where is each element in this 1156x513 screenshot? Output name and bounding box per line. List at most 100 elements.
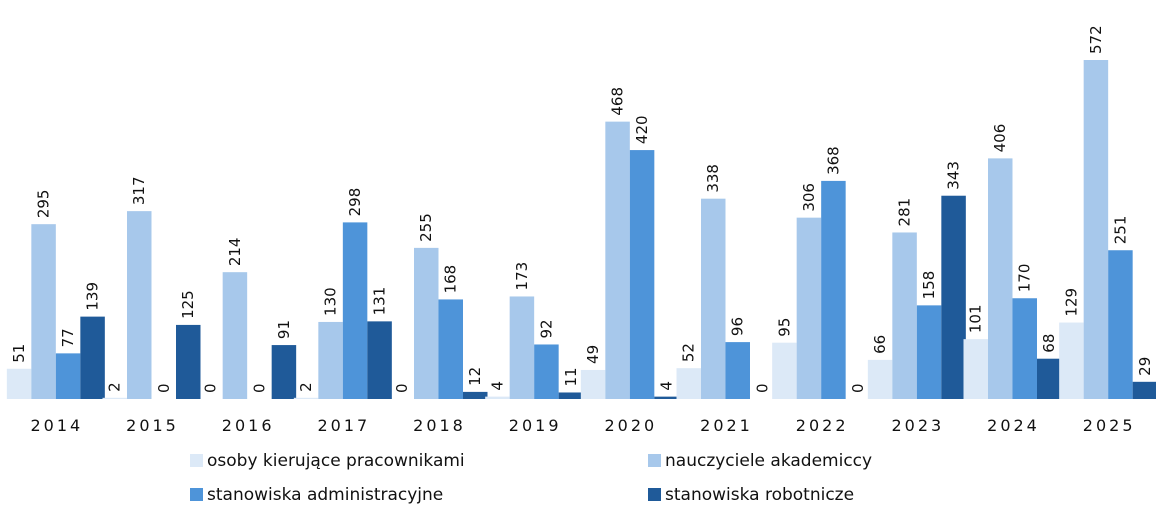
bar	[772, 342, 797, 399]
data-label: 101	[967, 305, 985, 334]
bar	[654, 396, 679, 399]
data-label: 468	[609, 87, 627, 116]
data-label: 158	[920, 271, 938, 300]
data-label: 11	[562, 367, 580, 386]
data-label: 368	[824, 146, 842, 175]
bar	[629, 150, 655, 399]
bar	[31, 224, 56, 399]
bar	[988, 158, 1013, 399]
bar	[463, 391, 488, 399]
bar	[176, 324, 201, 399]
bar	[318, 321, 343, 399]
x-tick-label: 2014	[30, 416, 83, 435]
bar	[963, 339, 988, 399]
data-label: 4	[658, 381, 676, 391]
bar	[1012, 298, 1037, 399]
data-label: 68	[1040, 334, 1058, 353]
data-label: 2	[106, 382, 124, 392]
data-label: 91	[275, 320, 293, 339]
data-label: 0	[753, 383, 771, 393]
data-label: 343	[945, 161, 963, 190]
legend-label: stanowiska administracyjne	[207, 485, 443, 505]
bar	[867, 359, 893, 399]
x-tick-label: 2021	[700, 416, 753, 435]
data-label: 173	[513, 262, 531, 291]
data-label: 317	[130, 176, 148, 205]
bar	[102, 397, 127, 399]
data-label: 52	[680, 343, 698, 362]
data-label: 306	[800, 183, 818, 212]
data-label: 129	[1062, 288, 1080, 317]
bar	[676, 368, 701, 399]
x-tick-label: 2018	[413, 416, 466, 435]
bar	[485, 396, 510, 399]
data-label: 125	[179, 290, 197, 319]
bar	[701, 198, 726, 399]
bar	[6, 368, 32, 399]
x-tick-label: 2017	[317, 416, 370, 435]
data-label: 131	[371, 287, 389, 316]
legend-swatch	[190, 454, 203, 467]
bar	[414, 247, 439, 399]
bar	[941, 195, 966, 399]
bar	[509, 296, 535, 399]
bar	[438, 299, 463, 399]
bar	[605, 121, 630, 400]
bar	[580, 369, 606, 399]
legend-swatch	[648, 488, 661, 501]
data-label: 251	[1111, 216, 1129, 245]
x-tick-label: 2020	[604, 416, 657, 435]
data-label: 0	[393, 383, 411, 393]
x-tick-label: 2022	[796, 416, 849, 435]
bar	[55, 353, 81, 399]
data-label: 281	[896, 198, 914, 227]
data-label: 4	[488, 381, 506, 391]
data-label: 29	[1136, 357, 1154, 376]
bar	[892, 232, 917, 399]
bar	[80, 316, 105, 399]
data-label: 572	[1087, 25, 1105, 54]
data-label: 139	[84, 282, 102, 311]
data-label: 0	[849, 383, 867, 393]
data-label: 92	[537, 319, 555, 338]
bar	[1059, 322, 1084, 399]
legend-label: osoby kierujące pracownikami	[207, 451, 465, 471]
bar	[558, 392, 584, 399]
data-label: 2	[297, 382, 315, 392]
data-label: 298	[346, 188, 364, 217]
legend-label: nauczyciele akademiccy	[665, 451, 872, 471]
data-label: 130	[322, 287, 340, 316]
bar	[821, 180, 846, 399]
data-label: 295	[35, 190, 53, 219]
bar	[222, 272, 248, 399]
data-label: 0	[155, 383, 173, 393]
bar	[1132, 381, 1156, 399]
data-label: 51	[10, 344, 28, 363]
bar	[127, 211, 152, 399]
data-label: 420	[633, 115, 651, 144]
bar	[342, 222, 368, 399]
x-tick-label: 2023	[891, 416, 944, 435]
data-label: 406	[991, 124, 1009, 153]
legend-swatch	[648, 454, 661, 467]
data-label: 66	[871, 335, 889, 354]
data-label: 170	[1016, 264, 1034, 293]
data-label: 338	[704, 164, 722, 193]
data-label: 168	[442, 265, 460, 294]
legend-swatch	[190, 488, 203, 501]
legend-label: stanowiska robotnicze	[665, 485, 854, 505]
bar	[796, 217, 822, 399]
x-tick-label: 2025	[1083, 416, 1136, 435]
data-label: 0	[250, 383, 268, 393]
data-label: 95	[775, 318, 793, 337]
bar	[1083, 60, 1109, 399]
data-label: 96	[729, 317, 747, 336]
x-tick-label: 2016	[222, 416, 275, 435]
data-label: 214	[226, 238, 244, 267]
bar	[725, 342, 750, 399]
bar	[1108, 250, 1133, 399]
x-tick-label: 2024	[987, 416, 1040, 435]
x-tick-label: 2019	[509, 416, 562, 435]
data-label: 49	[584, 345, 602, 364]
